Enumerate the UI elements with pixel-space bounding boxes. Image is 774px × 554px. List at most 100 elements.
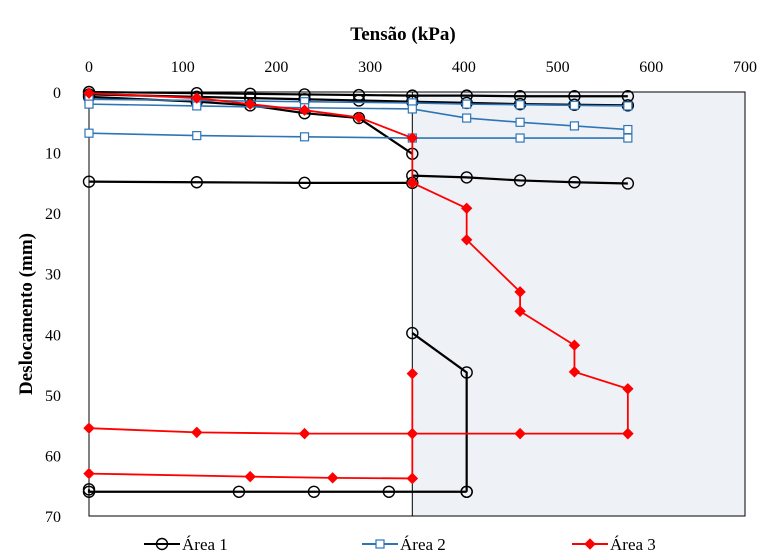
data-point-circle bbox=[382, 485, 396, 498]
data-point-circle bbox=[82, 485, 96, 498]
series-line bbox=[88, 472, 413, 480]
series-line bbox=[87, 489, 467, 493]
data-point-square bbox=[84, 128, 94, 138]
data-point-circle bbox=[155, 537, 169, 551]
data-point-square bbox=[192, 131, 202, 141]
data-point-diamond bbox=[622, 427, 634, 440]
data-point-circle bbox=[82, 175, 96, 188]
data-point-circle bbox=[406, 326, 419, 340]
data-point-circle bbox=[460, 366, 473, 379]
data-point-diamond bbox=[514, 286, 526, 298]
shaded-region bbox=[411, 91, 746, 517]
data-point-diamond bbox=[406, 177, 419, 189]
data-point-diamond bbox=[584, 538, 596, 550]
data-point-circle bbox=[352, 94, 366, 107]
data-point-diamond bbox=[326, 472, 339, 484]
data-point-square bbox=[462, 99, 472, 109]
data-point-square bbox=[569, 100, 580, 110]
legend-label: Área 2 bbox=[400, 535, 446, 554]
data-point-circle bbox=[190, 176, 203, 189]
data-point-diamond bbox=[298, 427, 311, 440]
data-point-square bbox=[569, 121, 580, 131]
data-point-diamond bbox=[191, 426, 203, 439]
x-tick-label: 600 bbox=[639, 59, 663, 76]
data-point-square bbox=[515, 117, 525, 127]
data-point-square bbox=[515, 133, 525, 143]
series-1 bbox=[82, 85, 635, 498]
x-tick-label: 300 bbox=[358, 59, 382, 76]
data-point-diamond bbox=[460, 234, 473, 246]
legend-item: Área 3 bbox=[572, 535, 656, 554]
data-point-diamond bbox=[514, 305, 526, 317]
data-point-square bbox=[375, 539, 385, 549]
data-point-square bbox=[623, 133, 633, 143]
data-point-diamond bbox=[406, 367, 419, 380]
legend-label: Área 3 bbox=[610, 535, 656, 554]
series-3 bbox=[83, 87, 634, 485]
y-tick-label: 60 bbox=[45, 448, 61, 465]
data-point-circle bbox=[460, 485, 473, 498]
data-point-diamond bbox=[406, 472, 419, 485]
x-axis-title: Tensão (kPa) bbox=[350, 24, 455, 45]
data-point-circle bbox=[232, 485, 246, 498]
data-point-circle bbox=[307, 485, 321, 498]
series-line bbox=[88, 90, 628, 98]
data-point-diamond bbox=[568, 339, 581, 351]
data-point-diamond bbox=[353, 111, 365, 124]
data-point-square bbox=[84, 99, 94, 109]
series-line bbox=[88, 103, 628, 131]
data-point-diamond bbox=[244, 98, 256, 110]
y-tick-label: 0 bbox=[53, 85, 61, 102]
data-point-diamond bbox=[622, 383, 634, 395]
y-axis-ticks: 0 10 20 30 40 50 60 70 bbox=[45, 85, 61, 526]
y-tick-label: 70 bbox=[45, 509, 61, 526]
x-tick-label: 100 bbox=[171, 59, 195, 76]
y-tick-label: 40 bbox=[45, 327, 61, 344]
data-point-diamond bbox=[83, 422, 95, 434]
data-point-diamond bbox=[83, 87, 95, 99]
series-line bbox=[88, 427, 628, 435]
data-point-diamond bbox=[406, 427, 419, 440]
data-point-square bbox=[462, 113, 472, 123]
y-tick-label: 30 bbox=[45, 267, 61, 284]
x-tick-label: 500 bbox=[546, 59, 570, 76]
data-point-square bbox=[623, 124, 633, 135]
series-line bbox=[88, 180, 413, 184]
x-tick-label: 700 bbox=[733, 59, 757, 76]
series-line bbox=[412, 174, 628, 185]
data-point-square bbox=[407, 104, 417, 114]
data-point-circle bbox=[460, 171, 473, 184]
data-point-diamond bbox=[244, 470, 256, 483]
series-2 bbox=[84, 94, 633, 143]
legend-label: Área 1 bbox=[182, 535, 228, 554]
data-point-diamond bbox=[83, 467, 95, 480]
data-point-circle bbox=[298, 176, 311, 190]
legend-item: Área 1 bbox=[144, 535, 228, 554]
legend-item: Área 2 bbox=[362, 535, 446, 554]
data-point-square bbox=[299, 132, 310, 142]
data-point-diamond bbox=[298, 104, 311, 116]
data-point-diamond bbox=[191, 92, 203, 104]
data-point-square bbox=[515, 100, 525, 110]
series-line bbox=[88, 132, 628, 139]
data-point-circle bbox=[513, 174, 527, 187]
x-tick-label: 400 bbox=[452, 59, 476, 76]
x-tick-label: 0 bbox=[85, 59, 93, 76]
y-tick-label: 20 bbox=[45, 206, 61, 223]
data-point-circle bbox=[352, 88, 366, 102]
x-tick-label: 200 bbox=[264, 59, 288, 76]
data-point-diamond bbox=[568, 366, 581, 378]
data-point-diamond bbox=[460, 202, 473, 215]
legend: Área 1 Área 2 Área 3 bbox=[144, 535, 656, 554]
data-point-square bbox=[623, 101, 633, 111]
y-tick-label: 50 bbox=[45, 388, 61, 405]
data-point-circle bbox=[621, 177, 635, 190]
y-tick-label: 10 bbox=[45, 146, 61, 163]
y-axis-title: Deslocamento (mm) bbox=[16, 233, 37, 395]
data-point-diamond bbox=[406, 132, 419, 144]
series-layer bbox=[82, 85, 635, 498]
data-point-circle bbox=[568, 176, 581, 189]
x-axis-ticks: 0 100 200 300 400 500 600 700 bbox=[85, 59, 757, 76]
data-point-diamond bbox=[514, 427, 526, 440]
